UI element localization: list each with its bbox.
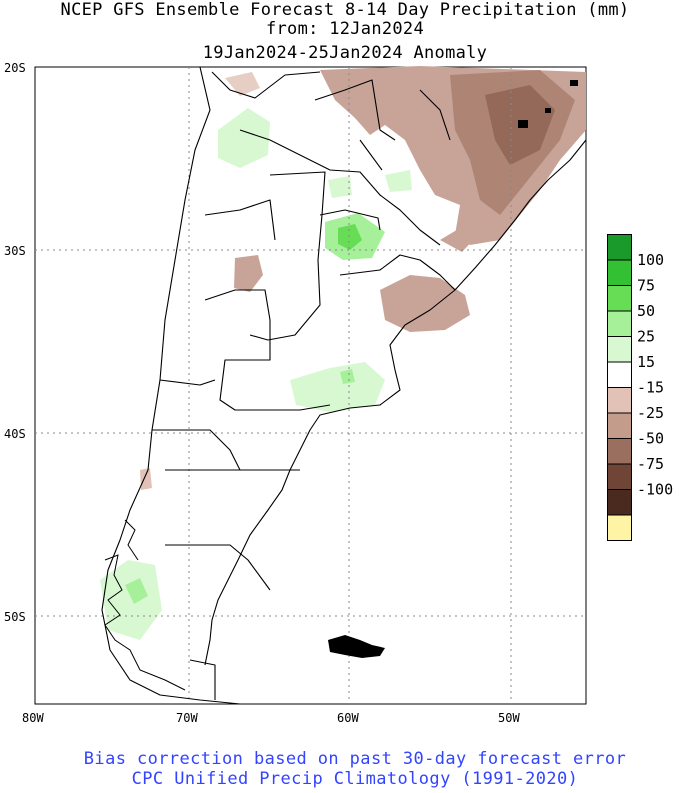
longitude-labels: 80W 70W 60W 50W xyxy=(22,711,520,725)
legend-swatch xyxy=(607,259,632,286)
legend-label: 75 xyxy=(637,277,655,295)
lat-label-50s: 50S xyxy=(4,610,26,624)
lon-label-70w: 70W xyxy=(176,711,198,725)
legend-swatch xyxy=(607,463,632,490)
lat-label-40s: 40S xyxy=(4,427,26,441)
legend-swatch xyxy=(607,310,632,337)
legend-swatch xyxy=(607,234,632,261)
lon-label-80w: 80W xyxy=(22,711,44,725)
legend-swatch xyxy=(607,285,632,312)
legend-label: 50 xyxy=(637,302,655,320)
legend-label: 25 xyxy=(637,328,655,346)
legend-label: -25 xyxy=(637,404,664,422)
lat-label-20s: 20S xyxy=(4,61,26,75)
latitude-labels: 20S 30S 40S 50S xyxy=(4,61,26,624)
legend-swatch xyxy=(607,361,632,388)
legend-label: -15 xyxy=(637,379,664,397)
footer-climatology-note: CPC Unified Precip Climatology (1991-202… xyxy=(131,769,579,789)
legend-label: 15 xyxy=(637,353,655,371)
legend-label: -50 xyxy=(637,430,664,448)
legend-swatch xyxy=(607,514,632,541)
legend-swatch xyxy=(607,387,632,414)
brazil-coast-islands xyxy=(518,80,578,128)
chile-archipelago xyxy=(104,519,186,691)
legend-label: -100 xyxy=(637,481,673,499)
coastlines-and-borders xyxy=(101,66,587,705)
lat-label-30s: 30S xyxy=(4,244,26,258)
dry-anomaly-regions xyxy=(140,66,586,490)
lon-label-60w: 60W xyxy=(337,711,359,725)
footer-bias-note: Bias correction based on past 30-day for… xyxy=(83,749,627,769)
chart-subtitle-period: 19Jan2024-25Jan2024 Anomaly xyxy=(202,43,488,63)
falkland-islands xyxy=(328,635,385,658)
lon-label-50w: 50W xyxy=(498,711,520,725)
chart-title: NCEP GFS Ensemble Forecast 8-14 Day Prec… xyxy=(60,0,630,20)
chart-subtitle-issue-date: from: 12Jan2024 xyxy=(265,19,425,39)
legend-swatches xyxy=(607,234,632,541)
legend-labels: 100 75 50 25 15 -15 -25 -50 -75 -100 xyxy=(637,251,673,499)
legend-label: -75 xyxy=(637,455,664,473)
graticule xyxy=(35,67,586,704)
legend-swatch xyxy=(607,438,632,465)
legend-swatch xyxy=(607,412,632,439)
color-legend: 100 75 50 25 15 -15 -25 -50 -75 -100 xyxy=(607,234,673,541)
wet-anomaly-regions xyxy=(100,108,412,640)
legend-swatch xyxy=(607,489,632,516)
legend-label: 100 xyxy=(637,251,664,269)
legend-swatch xyxy=(607,336,632,363)
